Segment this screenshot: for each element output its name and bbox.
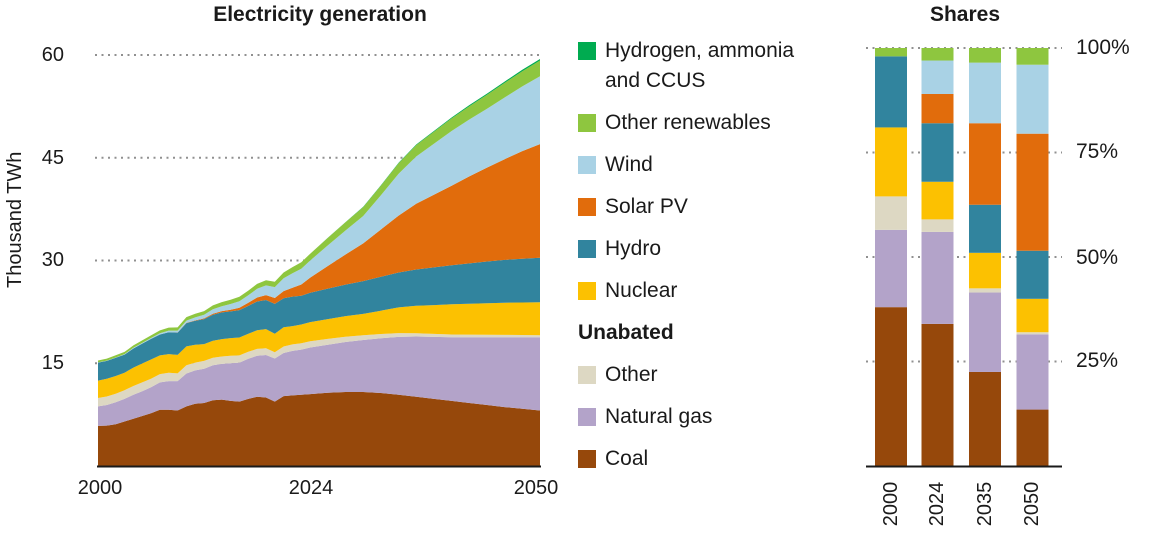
bar-2050-hydro — [1016, 250, 1049, 299]
gen-xtick-2024: 2024 — [288, 477, 334, 499]
gen-ytick-30: 30 — [41, 249, 64, 271]
legend-label: Hydrogen, ammonia and CCUS — [605, 39, 795, 92]
bar-2024-nuclear — [921, 181, 954, 220]
area-hydrogen-ammonia-and-ccus — [98, 59, 540, 361]
gen-ytick-60: 60 — [41, 44, 64, 66]
area-coal — [98, 392, 540, 466]
shares-chart-title: Shares — [929, 3, 1001, 26]
bar-2024-natural-gas — [921, 231, 954, 324]
shares-xtick-2035: 2035 — [974, 481, 996, 527]
bar-2035-wind — [969, 62, 1001, 124]
area-natural-gas — [98, 336, 540, 426]
other-renewables-swatch — [578, 114, 596, 132]
gen-xtick-2050: 2050 — [513, 477, 559, 499]
legend-item-hydrogen-ammonia-ccus: Hydrogen, ammonia and CCUS — [578, 36, 823, 96]
legend-item-hydro: Hydro — [578, 234, 823, 264]
gen-xtick-2000: 2000 — [77, 477, 123, 499]
legend-label: Hydro — [605, 237, 662, 260]
natural-gas-swatch — [578, 408, 596, 426]
bar-2000-hydro — [875, 56, 907, 128]
area-hydro — [98, 257, 540, 381]
bar-2050-solar-pv — [1016, 133, 1049, 251]
legend-item-nuclear: Nuclear — [578, 276, 823, 306]
legend-item-other: Other — [578, 360, 823, 390]
legend-item-coal: Coal — [578, 444, 823, 474]
generation-chart-title: Electricity generation — [213, 3, 427, 26]
bar-2024-coal — [921, 323, 954, 466]
hydro-swatch — [578, 240, 596, 258]
bar-2050-other-renewables — [1016, 48, 1049, 65]
bar-2024-other — [921, 219, 954, 232]
bar-2035-other-renewables — [969, 48, 1001, 63]
hydrogen-swatch — [578, 42, 596, 60]
bar-2035-coal — [969, 371, 1001, 466]
gen-ytick-45: 45 — [41, 147, 64, 169]
wind-swatch — [578, 156, 596, 174]
bar-2000-other — [875, 196, 907, 230]
solar-pv-swatch — [578, 198, 596, 216]
generation-y-axis-label: Thousand TWh — [4, 151, 26, 289]
shares-ytick-25: 25% — [1076, 349, 1119, 372]
shares-ytick-50: 50% — [1076, 246, 1119, 269]
legend-label: Unabated — [578, 321, 674, 344]
legend-item-other-renewables: Other renewables — [578, 108, 823, 138]
legend-label: Wind — [605, 153, 653, 176]
bar-2050-coal — [1016, 409, 1049, 466]
shares-ytick-100: 100% — [1076, 36, 1130, 59]
legend-label: Solar PV — [605, 195, 688, 218]
legend-label: Natural gas — [605, 405, 713, 428]
legend-label: Other — [605, 363, 658, 386]
legend-label: Nuclear — [605, 279, 678, 302]
coal-swatch — [578, 450, 596, 468]
shares-xtick-2024: 2024 — [926, 481, 948, 527]
bar-2050-wind — [1016, 64, 1049, 134]
bar-2000-nuclear — [875, 127, 907, 197]
gen-ytick-15: 15 — [41, 352, 64, 374]
bar-2000-coal — [875, 307, 907, 466]
bar-2035-other — [969, 288, 1001, 293]
area-solar-pv — [98, 144, 540, 363]
area-wind — [98, 76, 540, 363]
legend-label: Coal — [605, 447, 649, 470]
bar-2050-natural-gas — [1016, 334, 1049, 410]
area-nuclear — [98, 302, 540, 398]
bar-2050-nuclear — [1016, 298, 1049, 333]
legend-label: Other renewables — [605, 111, 771, 134]
bar-2050-other — [1016, 332, 1049, 335]
bar-2024-solar-pv — [921, 93, 954, 124]
area-other-renewables — [98, 60, 540, 363]
shares-xtick-2000: 2000 — [880, 481, 902, 527]
shares-ytick-75: 75% — [1076, 140, 1119, 163]
bar-2024-wind — [921, 60, 954, 94]
bar-2035-solar-pv — [969, 123, 1001, 205]
bar-2035-natural-gas — [969, 292, 1001, 372]
shares-xtick-2050: 2050 — [1021, 481, 1043, 527]
bar-2000-natural-gas — [875, 229, 907, 308]
bar-2035-nuclear — [969, 252, 1001, 289]
area-other — [98, 333, 540, 407]
bar-2035-hydro — [969, 204, 1001, 253]
bar-2024-other-renewables — [921, 48, 954, 61]
legend-item-natural-gas: Natural gas — [578, 402, 823, 432]
legend-item-wind: Wind — [578, 150, 823, 180]
legend: Hydrogen, ammonia and CCUS Other renewab… — [578, 36, 823, 486]
bar-2024-hydro — [921, 123, 954, 182]
other-swatch — [578, 366, 596, 384]
legend-item-solar-pv: Solar PV — [578, 192, 823, 222]
bar-2000-other-renewables — [875, 48, 907, 57]
legend-header-unabated: Unabated — [578, 318, 823, 348]
nuclear-swatch — [578, 282, 596, 300]
